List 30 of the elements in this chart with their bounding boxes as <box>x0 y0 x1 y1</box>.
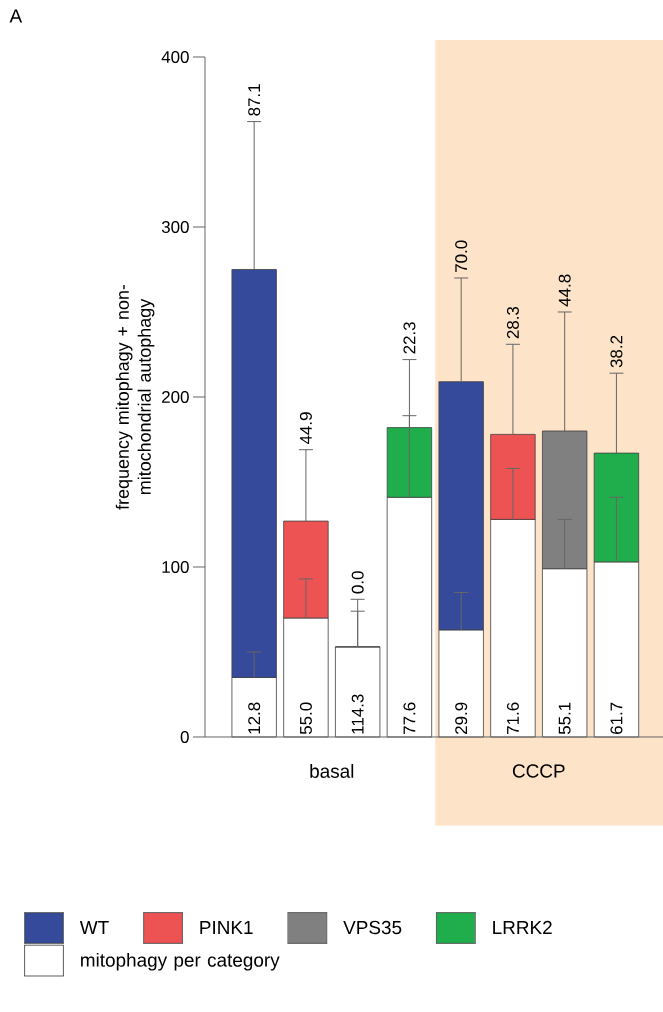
legend-label: PINK1 <box>200 920 253 934</box>
legend-label: LRRK2 <box>493 920 552 934</box>
annotation: 71.6 <box>506 702 519 734</box>
annotation: 29.9 <box>455 702 468 734</box>
y-tick-label: 0 <box>180 731 189 743</box>
text: A <box>9 9 23 23</box>
annotation: 44.8 <box>558 274 571 307</box>
y-tick-label: 200 <box>162 391 189 403</box>
text: CCCP <box>512 764 565 778</box>
annotation: 55.0 <box>299 702 312 735</box>
annotation: 77.6 <box>403 702 416 734</box>
y-tick-label: 400 <box>161 50 189 63</box>
annotation: 55.1 <box>558 702 571 735</box>
annotation: 61.7 <box>610 702 623 734</box>
annotation: 70.0 <box>455 240 468 272</box>
legend-label: VPS35 <box>343 920 402 935</box>
annotation: 28.3 <box>506 306 519 339</box>
legend-label: WT <box>79 920 109 934</box>
annotation: 114.3 <box>351 694 364 734</box>
y-tick-label: 300 <box>161 220 189 233</box>
annotation: 12.8 <box>248 702 261 734</box>
annotation: 0.0 <box>351 571 364 594</box>
annotation: 38.2 <box>610 335 623 368</box>
text: basal <box>310 764 354 778</box>
y-tick-label: 100 <box>162 561 189 573</box>
annotation: 22.3 <box>403 322 416 354</box>
annotation: 87.1 <box>248 84 261 116</box>
legend-label: mitophagy per category <box>81 952 280 971</box>
annotation: 44.9 <box>299 412 312 445</box>
y-axis-title: frequency mitophagy + non-mitochondrial autophagy <box>115 284 155 510</box>
